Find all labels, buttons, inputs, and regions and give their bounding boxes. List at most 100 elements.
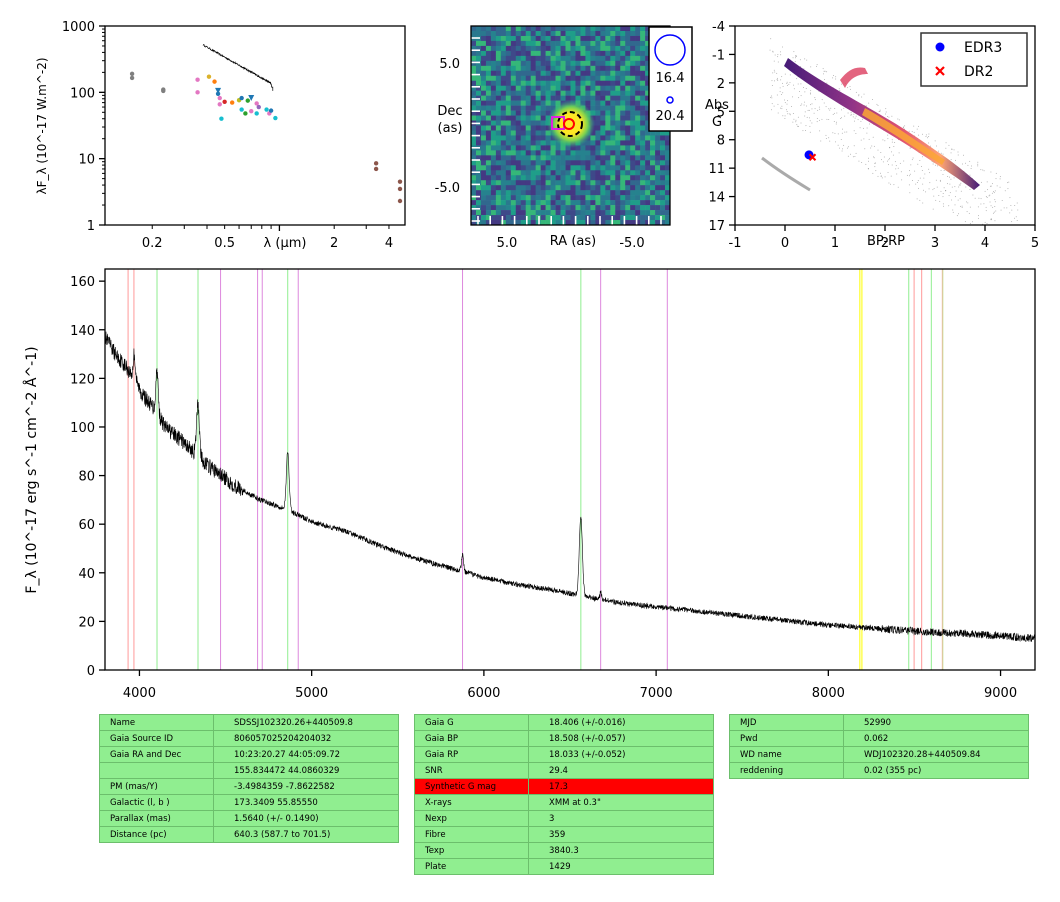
image-pixel <box>645 130 651 136</box>
table-key: Fibre <box>414 826 529 843</box>
image-pixel <box>530 55 536 62</box>
table-key: Gaia BP <box>414 730 529 747</box>
image-pixel <box>520 75 527 82</box>
image-pixel <box>520 145 527 151</box>
sed-point <box>239 107 244 112</box>
image-pixel <box>615 90 621 96</box>
hr-star <box>970 165 972 167</box>
image-pixel <box>560 205 566 211</box>
hr-star <box>841 150 843 152</box>
image-pixel <box>525 145 531 151</box>
hr-xtick-label: 5 <box>1031 236 1039 251</box>
hr-star <box>770 38 772 40</box>
image-pixel <box>555 90 561 96</box>
hr-star <box>992 206 994 208</box>
image-pixels <box>471 26 670 225</box>
image-pixel <box>565 210 571 216</box>
image-pixel <box>510 140 517 146</box>
image-pixel <box>635 100 641 106</box>
image-pixel <box>660 145 666 151</box>
image-pixel <box>615 165 621 171</box>
hr-star <box>777 61 779 63</box>
image-pixel <box>585 140 591 146</box>
hr-xtick-label: -1 <box>729 236 742 251</box>
image-pixel <box>615 145 621 151</box>
hr-star <box>990 171 992 173</box>
hr-star <box>935 199 937 201</box>
hr-star <box>964 228 965 229</box>
image-pixel <box>615 60 621 67</box>
image-pixel <box>590 185 596 191</box>
hr-star <box>888 182 890 184</box>
image-pixel <box>620 160 626 166</box>
image-pixel <box>665 140 670 146</box>
image-pixel <box>495 140 502 146</box>
hr-star <box>793 118 795 120</box>
image-pixel <box>585 65 591 72</box>
image-pixel <box>540 60 546 67</box>
hr-star <box>832 77 834 79</box>
hr-star <box>936 186 938 188</box>
hr-star <box>841 132 843 134</box>
hr-star <box>787 113 789 115</box>
hr-star <box>823 102 825 104</box>
hr-star <box>804 58 806 60</box>
image-pixel <box>485 220 492 225</box>
hr-star <box>955 190 957 192</box>
image-pixel <box>630 220 636 225</box>
image-pixel <box>640 215 646 221</box>
image-pixel <box>620 150 626 156</box>
image-pixel <box>495 85 502 91</box>
image-pixel <box>480 190 487 196</box>
image-pixel <box>540 26 546 32</box>
image-pixel <box>655 130 661 136</box>
image-pixel <box>560 40 566 47</box>
image-pixel <box>565 180 571 186</box>
image-pixel <box>645 100 651 106</box>
sed-point <box>373 161 379 166</box>
image-pixel <box>535 105 541 111</box>
image-pixel <box>560 95 566 101</box>
hr-star <box>816 121 818 123</box>
hr-star <box>896 173 898 175</box>
image-pixel <box>570 155 576 161</box>
hr-star <box>776 94 778 96</box>
table-row: Pwd 0.062 <box>729 730 1029 747</box>
spectrum-xtick-label: 9000 <box>984 686 1017 701</box>
image-pixel <box>635 215 641 221</box>
hr-star <box>808 109 810 111</box>
hr-star <box>797 125 799 127</box>
image-pixel <box>620 170 626 176</box>
hr-star <box>990 218 992 220</box>
image-pixel <box>540 220 546 225</box>
image-pixel <box>635 110 641 116</box>
image-pixel <box>665 155 670 161</box>
image-pixel <box>660 190 666 196</box>
image-pixel <box>495 200 502 206</box>
sed-ytick-label: 1000 <box>62 20 95 35</box>
image-pixel <box>570 55 576 62</box>
image-pixel <box>515 220 522 225</box>
image-pixel <box>530 115 536 121</box>
image-pixel <box>515 205 522 211</box>
hr-star <box>940 190 942 192</box>
image-pixel <box>535 80 541 86</box>
image-pixel <box>550 100 556 106</box>
image-pixel <box>665 160 670 166</box>
hr-star <box>990 205 992 207</box>
hr-star <box>782 92 784 94</box>
hr-star <box>776 77 778 79</box>
image-pixel <box>625 200 631 206</box>
image-pixel <box>550 210 556 216</box>
image-pixel <box>595 50 601 57</box>
hr-star <box>939 179 941 181</box>
image-pixel <box>475 155 482 161</box>
table-row: Gaia BP 18.508 (+/-0.057) <box>414 730 714 747</box>
hr-star <box>945 190 947 192</box>
table-value: 3840.3 <box>528 842 714 859</box>
image-pixel <box>605 95 611 101</box>
image-pixel <box>575 165 581 171</box>
image-pixel <box>590 70 596 77</box>
image-pixel <box>495 145 502 151</box>
sed-point <box>243 111 248 116</box>
